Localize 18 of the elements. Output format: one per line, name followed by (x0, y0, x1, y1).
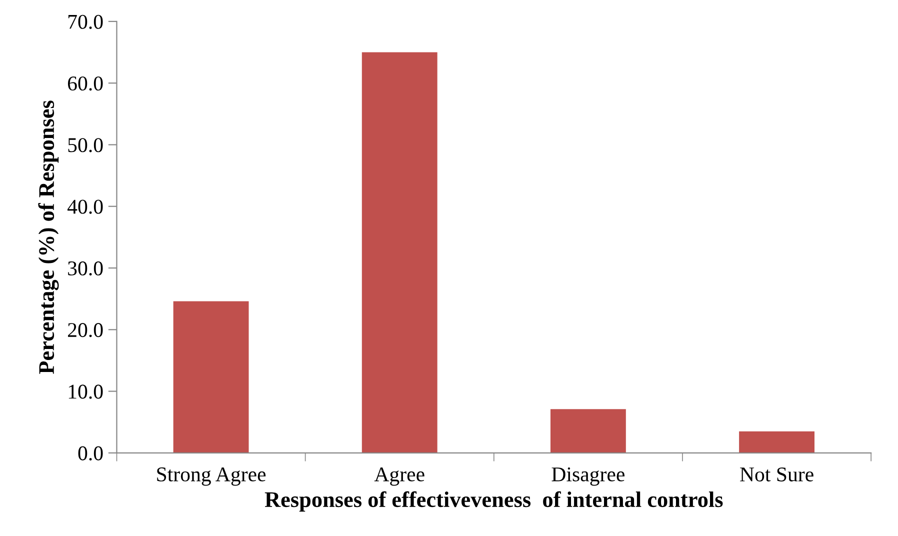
y-tick-label: 50.0 (68, 138, 103, 152)
x-axis-title: Responses of effectiveveness of internal controls (264, 491, 723, 512)
x-tick-label: Disagree (552, 467, 624, 486)
y-tick-label: 40.0 (67, 200, 103, 214)
bar (173, 301, 249, 453)
y-tick-label: 10.0 (68, 384, 103, 399)
bar (550, 409, 626, 453)
y-tick-label: 20.0 (68, 323, 103, 338)
bar (362, 52, 438, 453)
x-tick-label: Not Sure (740, 467, 814, 482)
x-tick-label: Agree (374, 467, 424, 486)
y-tick-label: 60.0 (68, 76, 103, 91)
y-tick-label: 30.0 (68, 261, 103, 276)
x-tick-label: Strong Agree (157, 467, 266, 486)
y-axis-title: Percentage (%) of Responses (38, 100, 59, 374)
y-tick-label: 0.0 (78, 446, 103, 460)
bar (739, 431, 814, 453)
y-tick-label: 70.0 (68, 14, 103, 29)
